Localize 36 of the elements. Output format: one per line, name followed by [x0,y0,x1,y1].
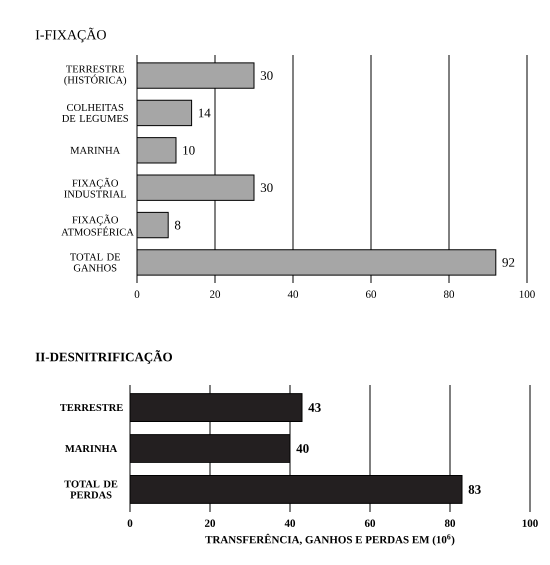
bar [136,100,192,126]
x-tick-label: 100 [520,290,535,298]
y-tick-label: TOTAL DE PERDAS [64,480,118,498]
data-label: 14 [198,108,211,118]
x-tick-label: 80 [444,520,456,527]
bar [136,137,176,164]
y-tick-label: MARINHA [70,146,120,154]
chart-title: I-FIXAÇÃO [36,28,106,42]
y-tick-label: TERRESTRE [60,404,123,412]
x-tick-label: 100 [522,520,538,527]
y-tick-label: COLHEITAS DE LEGUMES [62,104,128,122]
data-label: 8 [174,220,180,230]
x-tick-label: 20 [204,520,216,527]
y-tick-label: TERRESTRE (HISTÓRICA) [64,66,126,86]
data-label: 40 [296,444,309,453]
data-label: 30 [260,183,273,192]
x-tick-label: 20 [210,290,220,298]
x-tick-label: 40 [288,290,298,298]
data-label: 43 [308,403,321,412]
x-tick-label: 80 [444,290,454,298]
x-tick-label: 60 [366,290,376,298]
data-label: 10 [183,146,195,155]
x-tick-label: 60 [364,520,376,527]
y-tick-label: FIXAÇÃO INDUSTRIAL [64,178,126,198]
x-tick-label: 0 [128,520,132,527]
x-tick-label: 0 [134,290,140,298]
x-tick-label: 40 [284,520,296,527]
data-label: 83 [468,485,481,494]
data-label: 30 [260,71,273,80]
y-tick-label: TOTAL DE GANHOS [70,253,120,272]
bar [136,212,169,238]
x-axis-title: TRANSFERÊNCIA, GANHOS E PERDAS EM (10$^{6}$) [205,534,454,546]
y-tick-label: FIXAÇÃO ATMOSFÉRICA [61,214,134,236]
data-label: 92 [502,258,514,267]
chart-title: II-DESNITRIFICAÇÃO [36,350,172,364]
y-tick-label: MARINHA [65,445,118,452]
